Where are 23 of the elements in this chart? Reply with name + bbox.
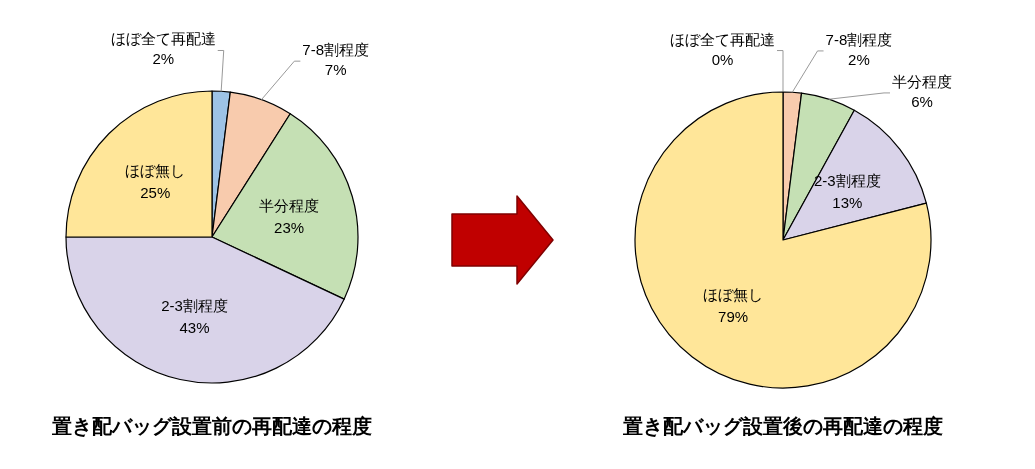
data-label: 23% bbox=[274, 218, 305, 236]
slice-label: ほぼ無し bbox=[125, 162, 186, 180]
text: 置き配バッグ設置後の再配達の程度 bbox=[622, 415, 943, 437]
slice-label: ほぼ無し bbox=[703, 286, 764, 304]
slice-label: 7-8割程度 bbox=[825, 30, 893, 48]
slice-label: 2-3割程度 bbox=[813, 172, 881, 190]
text: 置き配バッグ設置前の再配達の程度 bbox=[51, 415, 372, 437]
slice-label: 半分程度 bbox=[259, 196, 320, 214]
data-label: 43% bbox=[179, 319, 210, 337]
data-label: 7% bbox=[324, 61, 347, 79]
slice-label: 半分程度 bbox=[892, 72, 952, 90]
slice-label: ほぼ全て再配達 bbox=[110, 30, 216, 48]
text: 0% bbox=[711, 50, 734, 68]
pie-slice bbox=[634, 91, 932, 389]
data-label: 2% bbox=[152, 50, 175, 68]
data-label: 6% bbox=[911, 92, 933, 110]
data-label: 2% bbox=[848, 50, 870, 68]
slice-label: 7-8割程度 bbox=[302, 41, 370, 59]
data-label: 13% bbox=[832, 194, 863, 212]
data-label: 25% bbox=[140, 184, 171, 202]
slice-label: 2-3割程度 bbox=[161, 297, 228, 315]
data-label: 79% bbox=[718, 308, 749, 326]
category-label: ほぼ全て再配達 bbox=[670, 30, 775, 48]
